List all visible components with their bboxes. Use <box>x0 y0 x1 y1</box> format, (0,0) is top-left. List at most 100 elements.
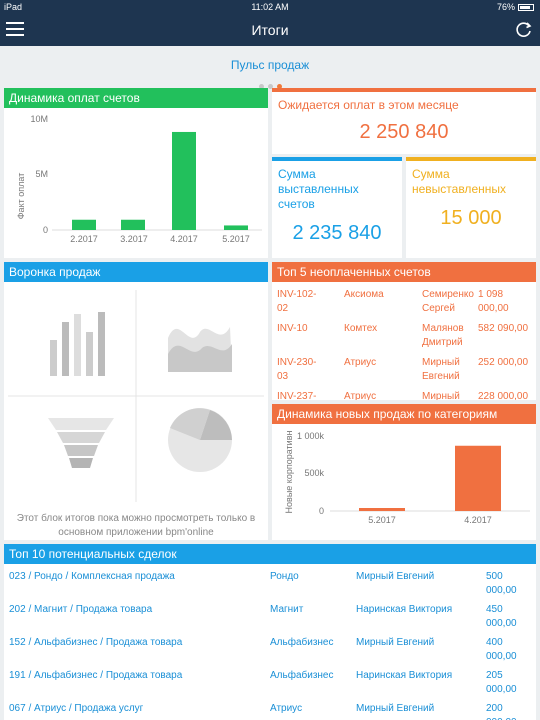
deal-name[interactable]: 191 / Альфабизнес / Продажа товара <box>9 670 183 681</box>
bar-chart-placeholder-icon <box>50 312 105 376</box>
unpaid-invoices-title: Топ 5 неоплаченных счетов <box>272 262 536 282</box>
menu-icon[interactable] <box>6 22 24 36</box>
invoice-owner: Семиренко Сергей <box>422 289 474 314</box>
invoiced-sum-tile[interactable]: Сумма выставленных счетов 2 235 840 <box>272 157 402 258</box>
deal-name[interactable]: 023 / Рондо / Комплексная продажа <box>9 571 175 582</box>
refresh-icon[interactable] <box>514 20 534 40</box>
invoice-amount: 228 000,00 <box>478 391 529 400</box>
status-time: 11:02 AM <box>251 2 289 12</box>
status-bar: iPad 11:02 AM 76% <box>0 0 540 14</box>
deal-account[interactable]: Альфабизнес <box>270 637 334 648</box>
deal-owner[interactable]: Наринская Виктория <box>356 604 453 615</box>
deal-owner[interactable]: Мирный Евгений <box>356 571 435 582</box>
invoice-account: Аксиома <box>344 289 384 300</box>
top-deals-title: Топ 10 потенциальных сделок <box>4 544 536 564</box>
deal-account[interactable]: Рондо <box>270 571 299 582</box>
sales-funnel-card[interactable]: Воронка продаж Этот блок итогов пока мож… <box>4 262 268 540</box>
invoice-number: INV-10 <box>277 323 308 334</box>
deal-amount: 200 000,00 <box>486 703 517 720</box>
deal-account[interactable]: Альфабизнес <box>270 670 334 681</box>
battery-indicator: 76% <box>497 2 534 12</box>
deal-name[interactable]: 152 / Альфабизнес / Продажа товара <box>9 637 183 648</box>
deal-account[interactable]: Магнит <box>270 604 304 615</box>
payments-chart: 10M 5M 0 Факт оплат 2.2017 3.2017 4.2017 5.… <box>16 114 262 244</box>
deal-amount: 205 000,00 <box>486 670 517 695</box>
invoice-owner: Мирный <box>422 391 460 400</box>
x-tick-label: 4.2017 <box>464 515 492 525</box>
invoice-account: Атриус <box>344 391 377 400</box>
deal-owner[interactable]: Мирный Евгений <box>356 703 435 714</box>
deal-amount: 500 000,00 <box>486 571 517 596</box>
y-tick-label: 0 <box>319 506 324 516</box>
table-row[interactable]: INV-102-02 Аксиома Семиренко Сергей 1 09… <box>272 288 536 322</box>
page-indicator[interactable] <box>0 76 540 94</box>
invoice-amount: 1 098 000,00 <box>478 289 509 314</box>
payments-chart-card[interactable]: Динамика оплат счетов 10M 5M 0 Факт опла… <box>4 88 268 258</box>
deal-name[interactable]: 067 / Атриус / Продажа услуг <box>9 703 144 714</box>
sales-funnel-title: Воронка продаж <box>4 262 268 282</box>
page-dot[interactable] <box>267 84 273 89</box>
dashboard-pager: Пульс продаж <box>0 46 540 89</box>
top-deals-card[interactable]: Топ 10 потенциальных сделок 023 / Рондо … <box>4 544 536 720</box>
deal-account[interactable]: Атриус <box>270 703 303 714</box>
chart-bar[interactable] <box>455 445 501 511</box>
not-invoiced-sum-tile[interactable]: Сумма невыставленных 15 000 <box>406 157 536 258</box>
chart-placeholder-grid <box>8 290 264 502</box>
x-tick-label: 4.2017 <box>170 234 198 244</box>
dashboard-title[interactable]: Пульс продаж <box>230 58 310 72</box>
invoice-number: INV-237- <box>277 391 317 400</box>
invoice-amount: 582 090,00 <box>478 323 529 334</box>
list-item[interactable]: 191 / Альфабизнес / Продажа товара Альфа… <box>4 669 536 703</box>
x-tick-label: 5.2017 <box>368 515 396 525</box>
payments-chart-title: Динамика оплат счетов <box>4 88 268 108</box>
invoiced-sum-value: 2 235 840 <box>292 222 382 244</box>
deal-amount: 450 000,00 <box>486 604 517 629</box>
page-dot[interactable] <box>258 84 264 89</box>
pie-chart-placeholder-icon <box>168 408 232 472</box>
invoice-number: INV-102-02 <box>277 289 317 314</box>
battery-icon <box>518 4 534 11</box>
y-axis-label: Факт оплат <box>16 173 26 220</box>
y-tick-label: 0 <box>43 225 48 235</box>
y-tick-label: 1 000k <box>297 431 325 441</box>
expected-payments-tile[interactable]: Ожидается оплат в этом месяце 2 250 840 <box>272 88 536 154</box>
invoiced-sum-title: Сумма выставленных счетов <box>272 157 402 212</box>
table-row[interactable]: INV-237- Атриус Мирный 228 000,00 <box>272 390 536 400</box>
list-item[interactable]: 202 / Магнит / Продажа товара Магнит Нар… <box>4 603 536 637</box>
deal-name[interactable]: 202 / Магнит / Продажа товара <box>9 604 153 615</box>
x-tick-label: 3.2017 <box>120 234 148 244</box>
list-item[interactable]: 152 / Альфабизнес / Продажа товара Альфа… <box>4 636 536 670</box>
chart-bar[interactable] <box>172 131 196 230</box>
chart-bar[interactable] <box>359 508 405 511</box>
chart-bar[interactable] <box>224 225 248 230</box>
page-dot-active[interactable] <box>276 84 282 89</box>
new-sales-chart-card[interactable]: Динамика новых продаж по категориям 1 00… <box>272 404 536 540</box>
new-sales-chart-title: Динамика новых продаж по категориям <box>272 404 536 424</box>
unpaid-invoices-card[interactable]: Топ 5 неоплаченных счетов INV-102-02 Акс… <box>272 262 536 400</box>
battery-percent: 76% <box>496 2 515 12</box>
not-invoiced-sum-value: 15 000 <box>440 207 502 229</box>
chart-bar[interactable] <box>72 219 96 230</box>
chart-bar[interactable] <box>121 219 145 230</box>
y-tick-label: 10M <box>30 114 48 124</box>
y-tick-label: 5M <box>35 169 48 179</box>
invoice-owner: Мирный Евгений <box>422 357 460 382</box>
list-item[interactable]: 023 / Рондо / Комплексная продажа Рондо … <box>4 570 536 604</box>
invoice-number: INV-230-03 <box>277 357 317 382</box>
device-label: iPad <box>4 2 23 12</box>
deal-amount: 400 000,00 <box>486 637 517 662</box>
invoice-account: Комтех <box>344 323 378 334</box>
expected-payments-value: 2 250 840 <box>359 121 449 143</box>
invoice-account: Атриус <box>344 357 377 368</box>
list-item[interactable]: 067 / Атриус / Продажа услуг Атриус Мирн… <box>4 702 536 720</box>
deal-owner[interactable]: Мирный Евгений <box>356 637 435 648</box>
table-row[interactable]: INV-230-03 Атриус Мирный Евгений 252 000… <box>272 356 536 390</box>
expected-payments-title: Ожидается оплат в этом месяце <box>272 88 536 113</box>
funnel-unavailable-note: Этот блок итогов пока можно просмотреть … <box>16 513 256 538</box>
invoice-owner: Малянов Дмитрий <box>422 323 464 348</box>
table-row[interactable]: INV-10 Комтех Малянов Дмитрий 582 090,00 <box>272 322 536 356</box>
area-chart-placeholder-icon <box>168 327 232 372</box>
x-tick-label: 5.2017 <box>222 234 250 244</box>
y-axis-label: Новые корпоративн <box>284 431 294 514</box>
deal-owner[interactable]: Наринская Виктория <box>356 670 453 681</box>
